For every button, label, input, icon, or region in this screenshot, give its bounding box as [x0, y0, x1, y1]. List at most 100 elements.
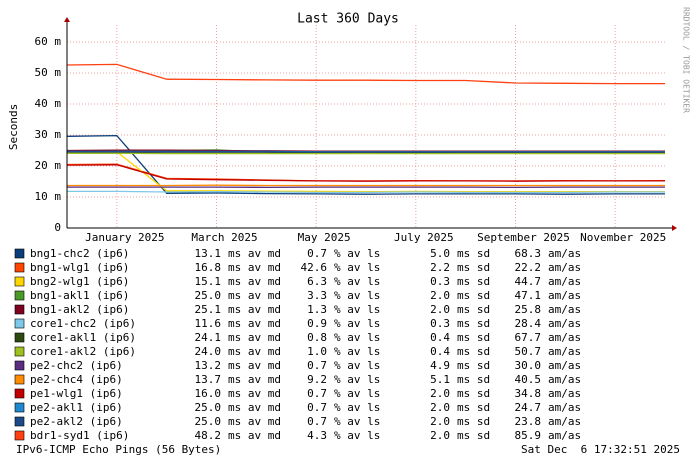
legend-stat: 50.7	[515, 345, 542, 358]
legend-stat: 47.1	[515, 289, 542, 302]
legend-stat: 48.2	[195, 429, 222, 442]
grid	[67, 25, 665, 229]
legend-unit: ms sd	[457, 303, 490, 316]
legend-unit: am/as	[548, 387, 581, 400]
legend-stat: 25.0	[195, 289, 222, 302]
legend-unit: ms sd	[457, 373, 490, 386]
legend-unit: % av ls	[334, 373, 380, 386]
legend-unit: am/as	[548, 247, 581, 260]
y-tick-label: 50 m	[35, 66, 62, 79]
series-line	[66, 151, 665, 193]
legend-unit: ms sd	[457, 345, 490, 358]
legend-label: pe1-wlg1 (ip6)	[30, 387, 123, 400]
legend-unit: am/as	[548, 317, 581, 330]
legend-unit: am/as	[548, 415, 581, 428]
legend-unit: am/as	[548, 345, 581, 358]
legend-stat: 16.0	[195, 387, 222, 400]
legend-swatch	[14, 402, 25, 413]
legend-stat: 42.6	[301, 261, 328, 274]
legend-stat: 0.7	[307, 415, 327, 428]
legend-stat: 13.1	[195, 247, 222, 260]
x-tick-label: March 2025	[191, 231, 257, 244]
x-tick-label: November 2025	[580, 231, 666, 244]
legend-stat: 11.6	[195, 317, 222, 330]
legend-unit: am/as	[548, 303, 581, 316]
legend-stat: 68.3	[515, 247, 542, 260]
legend-stat: 13.7	[195, 373, 222, 386]
legend-stat: 30.0	[515, 359, 542, 372]
legend-label: pe2-akl1 (ip6)	[30, 401, 123, 414]
legend-stat: 6.3	[307, 275, 327, 288]
legend-stat: 0.8	[307, 331, 327, 344]
y-tick-label: 40 m	[35, 97, 62, 110]
y-tick-label: 10 m	[35, 190, 62, 203]
legend-unit: ms sd	[457, 289, 490, 302]
legend-stat: 2.0	[430, 401, 450, 414]
y-tick-label: 20 m	[35, 159, 62, 172]
legend-unit: % av ls	[334, 261, 380, 274]
legend-swatch	[14, 416, 25, 427]
legend-unit: % av ls	[334, 331, 380, 344]
legend-label: core1-akl2 (ip6)	[30, 345, 136, 358]
legend-label: bng1-akl2 (ip6)	[30, 303, 129, 316]
legend-swatch	[14, 388, 25, 399]
legend-stat: 5.1	[430, 373, 450, 386]
legend-swatch	[14, 346, 25, 357]
legend-stat: 0.3	[430, 317, 450, 330]
y-tick-label: 60 m	[35, 35, 62, 48]
legend-unit: % av ls	[334, 415, 380, 428]
legend-label: pe2-chc2 (ip6)	[30, 359, 123, 372]
legend-label: core1-akl1 (ip6)	[30, 331, 136, 344]
legend-stat: 25.1	[195, 303, 222, 316]
legend-label: bng1-wlg1 (ip6)	[30, 261, 129, 274]
legend-unit: am/as	[548, 331, 581, 344]
legend-stat: 0.4	[430, 345, 450, 358]
legend-stat: 3.3	[307, 289, 327, 302]
legend-unit: ms sd	[457, 275, 490, 288]
legend-stat: 2.0	[430, 387, 450, 400]
legend-stat: 4.9	[430, 359, 450, 372]
legend-unit: % av ls	[334, 317, 380, 330]
legend-unit: % av ls	[334, 275, 380, 288]
legend-stat: 40.5	[515, 373, 542, 386]
watermark: RRDTOOL / TOBI OETIKER	[682, 7, 691, 113]
x-tick-label: September 2025	[477, 231, 570, 244]
legend-unit: am/as	[548, 289, 581, 302]
legend-stat: 85.9	[515, 429, 542, 442]
legend-unit: ms sd	[457, 359, 490, 372]
legend: bng1-chc2 (ip6) 13.1 ms av md 0.7 % av ls 5.0…	[14, 247, 581, 442]
legend-unit: % av ls	[334, 401, 380, 414]
legend-stat: 0.9	[307, 317, 327, 330]
legend-stat: 0.7	[307, 401, 327, 414]
legend-swatch	[14, 360, 25, 371]
legend-unit: ms sd	[457, 429, 490, 442]
legend-unit: ms av md	[228, 359, 281, 372]
legend-unit: am/as	[548, 373, 581, 386]
legend-stat: 9.2	[307, 373, 327, 386]
legend-unit: am/as	[548, 275, 581, 288]
legend-stat: 2.0	[430, 429, 450, 442]
legend-stat: 5.0	[430, 247, 450, 260]
legend-stat: 0.7	[307, 247, 327, 260]
legend-unit: ms sd	[457, 387, 490, 400]
series-line	[66, 63, 665, 85]
y-arrow	[64, 17, 70, 22]
legend-label: pe2-chc4 (ip6)	[30, 373, 123, 386]
legend-stat: 0.7	[307, 359, 327, 372]
legend-unit: ms av md	[228, 247, 281, 260]
legend-stat: 0.4	[430, 331, 450, 344]
legend-stat: 2.0	[430, 415, 450, 428]
legend-unit: ms av md	[228, 275, 281, 288]
legend-label: bng2-wlg1 (ip6)	[30, 275, 129, 288]
legend-stat: 24.7	[515, 401, 542, 414]
legend-unit: ms av md	[228, 401, 281, 414]
legend-label: bng1-chc2 (ip6)	[30, 247, 129, 260]
series-line	[66, 163, 666, 182]
legend-unit: ms av md	[228, 261, 281, 274]
x-arrow	[672, 225, 677, 231]
legend-stat: 2.0	[430, 303, 450, 316]
footer-right: Sat Dec 6 17:32:51 2025	[521, 443, 680, 456]
legend-swatch	[14, 332, 25, 343]
legend-stat: 24.0	[195, 345, 222, 358]
